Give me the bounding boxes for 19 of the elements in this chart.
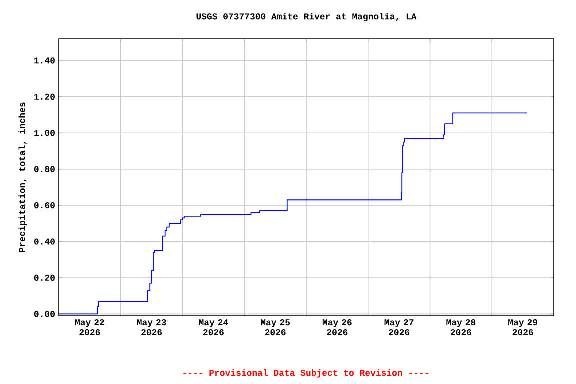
x-tick-label: May 27 2026 [384, 320, 414, 336]
x-tick-label: May 26 2026 [322, 320, 352, 336]
y-tick-label: 0.00 [34, 311, 55, 318]
y-tick-label: 0.20 [34, 274, 55, 282]
y-tick-label: 1.20 [34, 94, 55, 100]
y-tick-label: 1.40 [34, 58, 55, 64]
x-tick-label: May 24 2026 [199, 320, 228, 336]
text: ---- Provisional Data Subject to Revision ---- [184, 370, 428, 378]
x-tick-label: May 28 2026 [446, 320, 476, 336]
y-tick-label: 0.40 [34, 238, 55, 245]
y-tick-label: 0.60 [34, 202, 55, 209]
x-tick-label: May 22 2026 [75, 320, 104, 336]
y-tick-label: 1.00 [34, 130, 55, 136]
y-tick-label: 0.80 [34, 166, 55, 172]
y-axis-title: Precipitation, total, inches [18, 102, 28, 252]
x-tick-label: May 23 2026 [137, 320, 166, 336]
x-tick-label: May 29 2026 [508, 320, 538, 336]
x-tick-label: May 25 2026 [261, 320, 290, 336]
chart-title: USGS 07377300 Amite River at Magnolia, LA [196, 13, 417, 22]
